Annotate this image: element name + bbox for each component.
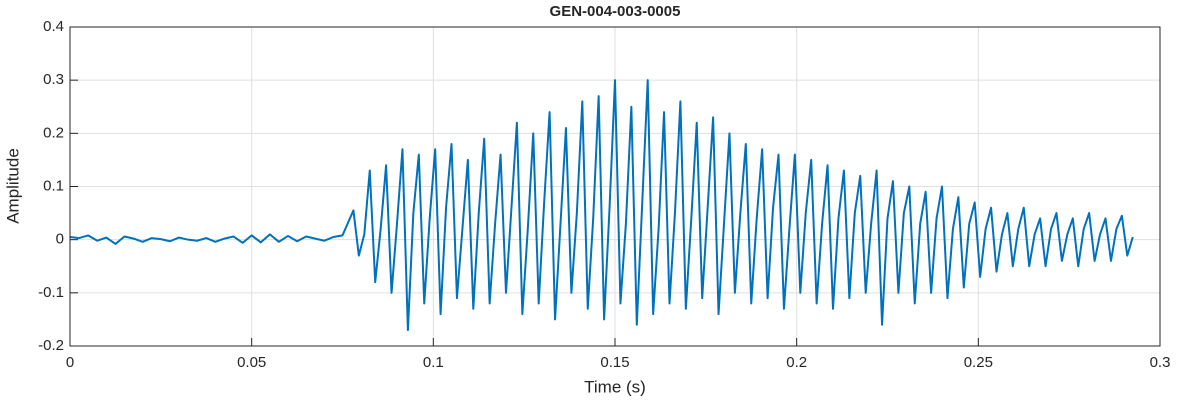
x-tick-label: 0.3 [1150, 354, 1171, 371]
x-tick-label: 0.1 [423, 354, 444, 371]
y-tick-label: -0.2 [38, 337, 64, 354]
y-tick-label: -0.1 [38, 284, 64, 301]
x-axis-label: Time (s) [584, 377, 646, 396]
y-tick-label: 0.1 [43, 177, 64, 194]
x-tick-label: 0 [66, 354, 74, 371]
y-axis-label: Amplitude [3, 148, 22, 224]
x-tick-label: 0.05 [237, 354, 266, 371]
y-tick-label: 0.2 [43, 124, 64, 141]
y-tick-label: 0.3 [43, 71, 64, 88]
y-tick-label: 0.4 [43, 18, 64, 35]
x-tick-label: 0.25 [964, 354, 993, 371]
chart-title: GEN-004-003-0005 [550, 3, 681, 20]
x-tick-label: 0.2 [786, 354, 807, 371]
y-tick-label: 0 [56, 231, 64, 248]
x-tick-label: 0.15 [600, 354, 629, 371]
plot-frame [69, 26, 1161, 347]
waveform-line [69, 79, 1134, 332]
